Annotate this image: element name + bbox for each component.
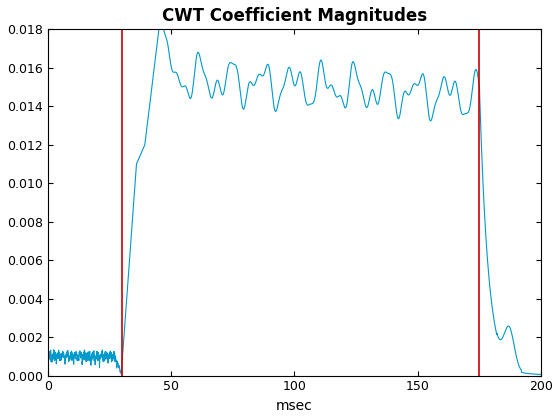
X-axis label: msec: msec [276,399,313,413]
Title: CWT Coefficient Magnitudes: CWT Coefficient Magnitudes [162,7,427,25]
